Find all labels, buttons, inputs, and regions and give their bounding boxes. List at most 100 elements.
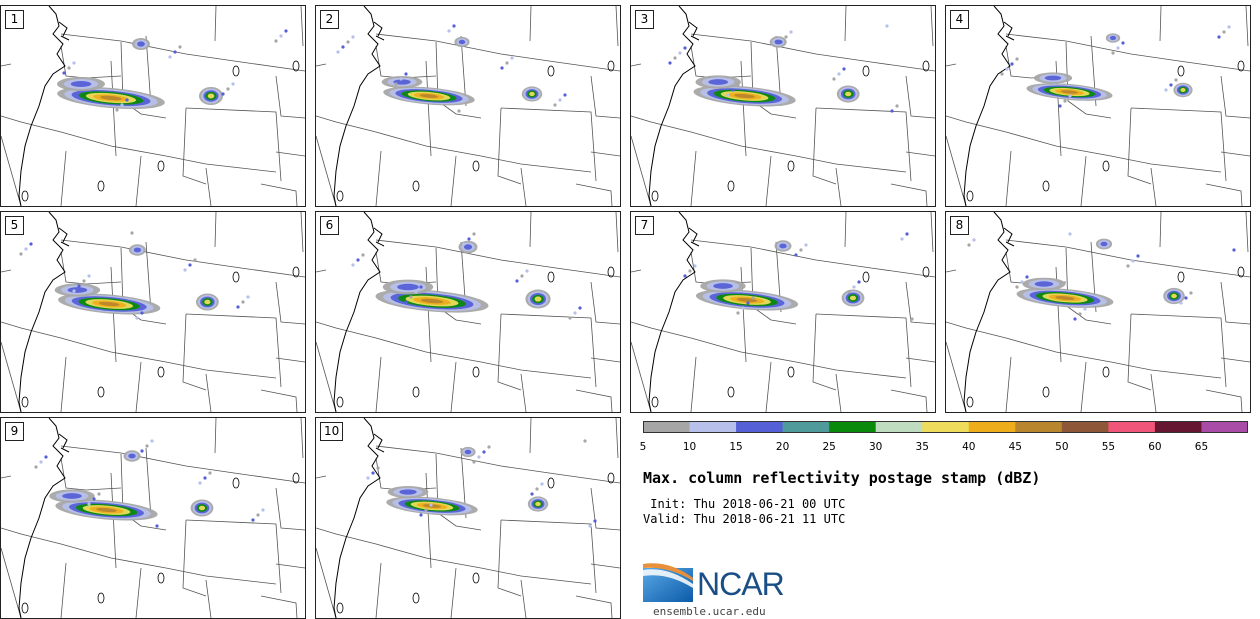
lake xyxy=(547,65,555,77)
state-border xyxy=(750,247,797,325)
lake xyxy=(1102,366,1110,378)
state-border xyxy=(1,475,12,479)
lake xyxy=(157,366,165,378)
reflectivity-contour xyxy=(133,247,142,253)
reflectivity-contour xyxy=(458,39,466,45)
map-svg xyxy=(1,6,305,206)
init-time: Init: Thu 2018-06-21 00 UTC xyxy=(643,497,846,511)
reflectivity-speck xyxy=(1121,41,1125,45)
reflectivity-field xyxy=(34,439,265,528)
colorbar-tick-label: 35 xyxy=(915,441,929,453)
reflectivity-speck xyxy=(731,88,735,92)
lake xyxy=(607,60,615,72)
state-border xyxy=(529,6,532,42)
state-border xyxy=(1127,313,1152,391)
lake xyxy=(966,190,974,202)
reflectivity-speck xyxy=(462,242,466,246)
member-panel-4: 4 xyxy=(945,5,1251,207)
coastline xyxy=(1003,227,1013,243)
map-svg xyxy=(1,212,305,412)
state-border xyxy=(615,212,619,253)
state-border xyxy=(1005,150,1012,206)
lake xyxy=(232,477,240,489)
coastline xyxy=(375,35,385,41)
state-border xyxy=(316,115,592,173)
lake xyxy=(412,386,420,398)
figure-title: Max. column reflectivity postage stamp (… xyxy=(643,469,1041,487)
coastline xyxy=(688,227,698,243)
reflectivity-speck xyxy=(236,305,240,309)
colorbar-tick-label: 50 xyxy=(1055,441,1069,453)
reflectivity-speck xyxy=(751,296,755,300)
state-border xyxy=(450,361,457,412)
lake xyxy=(1177,65,1185,77)
reflectivity-field xyxy=(668,24,899,113)
state-border xyxy=(1245,6,1249,47)
lake xyxy=(157,160,165,172)
reflectivity-speck xyxy=(284,29,288,33)
state-border xyxy=(590,151,620,157)
state-border xyxy=(450,155,457,206)
state-border xyxy=(946,115,1222,173)
reflectivity-speck xyxy=(241,300,245,304)
state-border xyxy=(375,239,620,278)
state-border xyxy=(615,6,619,47)
coastline xyxy=(60,241,70,247)
reflectivity-contour xyxy=(1060,90,1079,94)
lake xyxy=(862,271,870,283)
reflectivity-speck xyxy=(29,242,33,246)
reflectivity-speck xyxy=(1005,67,1009,71)
state-border xyxy=(631,135,652,206)
coastline xyxy=(1003,21,1013,37)
reflectivity-speck xyxy=(487,445,491,449)
state-border xyxy=(1065,41,1112,119)
map-svg xyxy=(631,212,935,412)
lake xyxy=(292,60,300,72)
reflectivity-speck xyxy=(746,301,750,305)
colorbar-segment xyxy=(689,421,737,433)
colorbar-segment xyxy=(875,421,923,433)
state-border xyxy=(1220,281,1250,325)
reflectivity-contour xyxy=(529,91,535,97)
state-border xyxy=(1245,212,1249,253)
state-border xyxy=(316,269,327,273)
lake xyxy=(607,266,615,278)
reflectivity-speck xyxy=(1189,291,1193,295)
reflectivity-speck xyxy=(673,56,677,60)
reflectivity-speck xyxy=(261,508,265,512)
reflectivity-speck xyxy=(1073,317,1077,321)
colorbar-tick-label: 25 xyxy=(822,441,836,453)
reflectivity-speck xyxy=(799,248,803,252)
reflectivity-speck xyxy=(472,460,476,464)
reflectivity-speck xyxy=(351,35,355,39)
lake xyxy=(21,396,29,408)
colorbar-tick-label: 15 xyxy=(729,441,743,453)
lake xyxy=(412,592,420,604)
coastline xyxy=(648,6,696,206)
reflectivity-speck xyxy=(1058,104,1062,108)
lake xyxy=(1042,180,1050,192)
geography xyxy=(1,6,305,206)
reflectivity-speck xyxy=(1126,264,1130,268)
coastline xyxy=(963,212,1011,412)
lake xyxy=(472,366,480,378)
state-border xyxy=(205,579,212,618)
state-border xyxy=(435,41,482,119)
state-border xyxy=(145,447,152,519)
reflectivity-speck xyxy=(19,252,23,256)
lake xyxy=(727,386,735,398)
state-border xyxy=(435,453,482,531)
state-border xyxy=(1,547,22,618)
coastline xyxy=(963,6,1011,206)
reflectivity-speck xyxy=(67,66,71,70)
reflectivity-speck xyxy=(520,274,524,278)
reflectivity-speck xyxy=(1227,25,1231,29)
coastline xyxy=(333,418,381,618)
reflectivity-speck xyxy=(900,237,904,241)
state-border xyxy=(590,563,620,569)
reflectivity-contour xyxy=(207,93,215,99)
lake xyxy=(292,472,300,484)
map-svg xyxy=(1,418,305,618)
reflectivity-speck xyxy=(688,269,692,273)
reflectivity-speck xyxy=(341,45,345,49)
